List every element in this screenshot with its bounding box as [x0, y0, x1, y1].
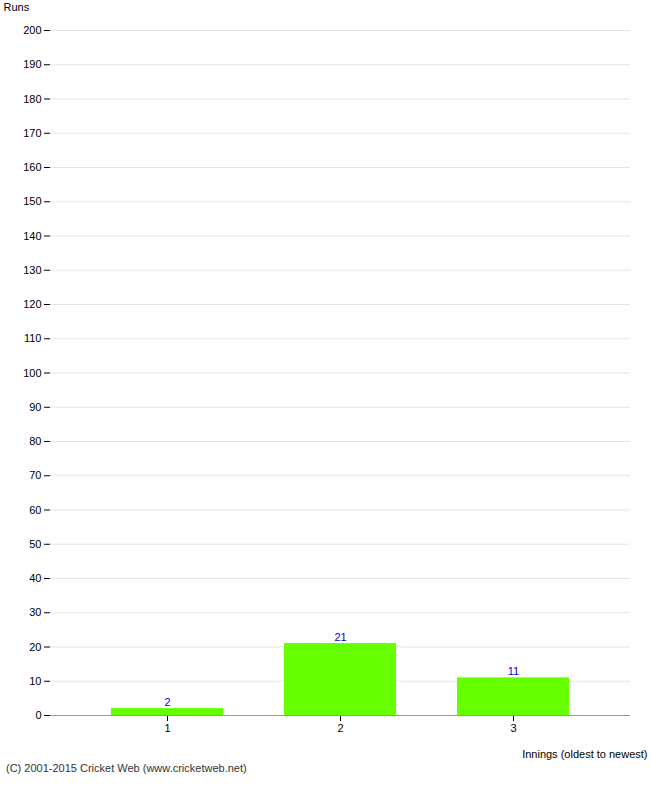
svg-text:120: 120 — [23, 298, 41, 310]
svg-text:0: 0 — [35, 709, 41, 721]
svg-text:170: 170 — [23, 127, 41, 139]
svg-text:21: 21 — [334, 631, 346, 643]
svg-text:100: 100 — [23, 367, 41, 379]
svg-text:20: 20 — [29, 641, 41, 653]
svg-text:11: 11 — [508, 665, 519, 677]
svg-text:40: 40 — [29, 572, 41, 584]
svg-text:1: 1 — [164, 722, 170, 734]
svg-text:Innings (oldest to newest): Innings (oldest to newest) — [522, 748, 647, 760]
svg-text:190: 190 — [23, 58, 41, 70]
svg-text:180: 180 — [23, 93, 41, 105]
svg-text:130: 130 — [23, 264, 41, 276]
svg-text:110: 110 — [24, 332, 42, 344]
svg-text:50: 50 — [29, 538, 41, 550]
svg-text:160: 160 — [23, 161, 41, 173]
svg-text:80: 80 — [29, 435, 41, 447]
svg-text:70: 70 — [29, 469, 41, 481]
html-text:(C) 2001-2015 Cricket Web (www: (C) 2001-2015 Cricket Web (www.cricketwe… — [6, 762, 247, 774]
svg-text:90: 90 — [29, 401, 41, 413]
svg-text:150: 150 — [23, 195, 41, 207]
svg-text:200: 200 — [23, 24, 41, 36]
svg-text:60: 60 — [29, 504, 41, 516]
svg-text:30: 30 — [29, 606, 41, 618]
svg-text:2: 2 — [337, 722, 343, 734]
svg-text:2: 2 — [164, 696, 170, 708]
svg-text:140: 140 — [23, 230, 41, 242]
svg-text:10: 10 — [29, 675, 41, 687]
svg-text:Runs: Runs — [4, 1, 30, 13]
svg-text:3: 3 — [510, 722, 516, 734]
